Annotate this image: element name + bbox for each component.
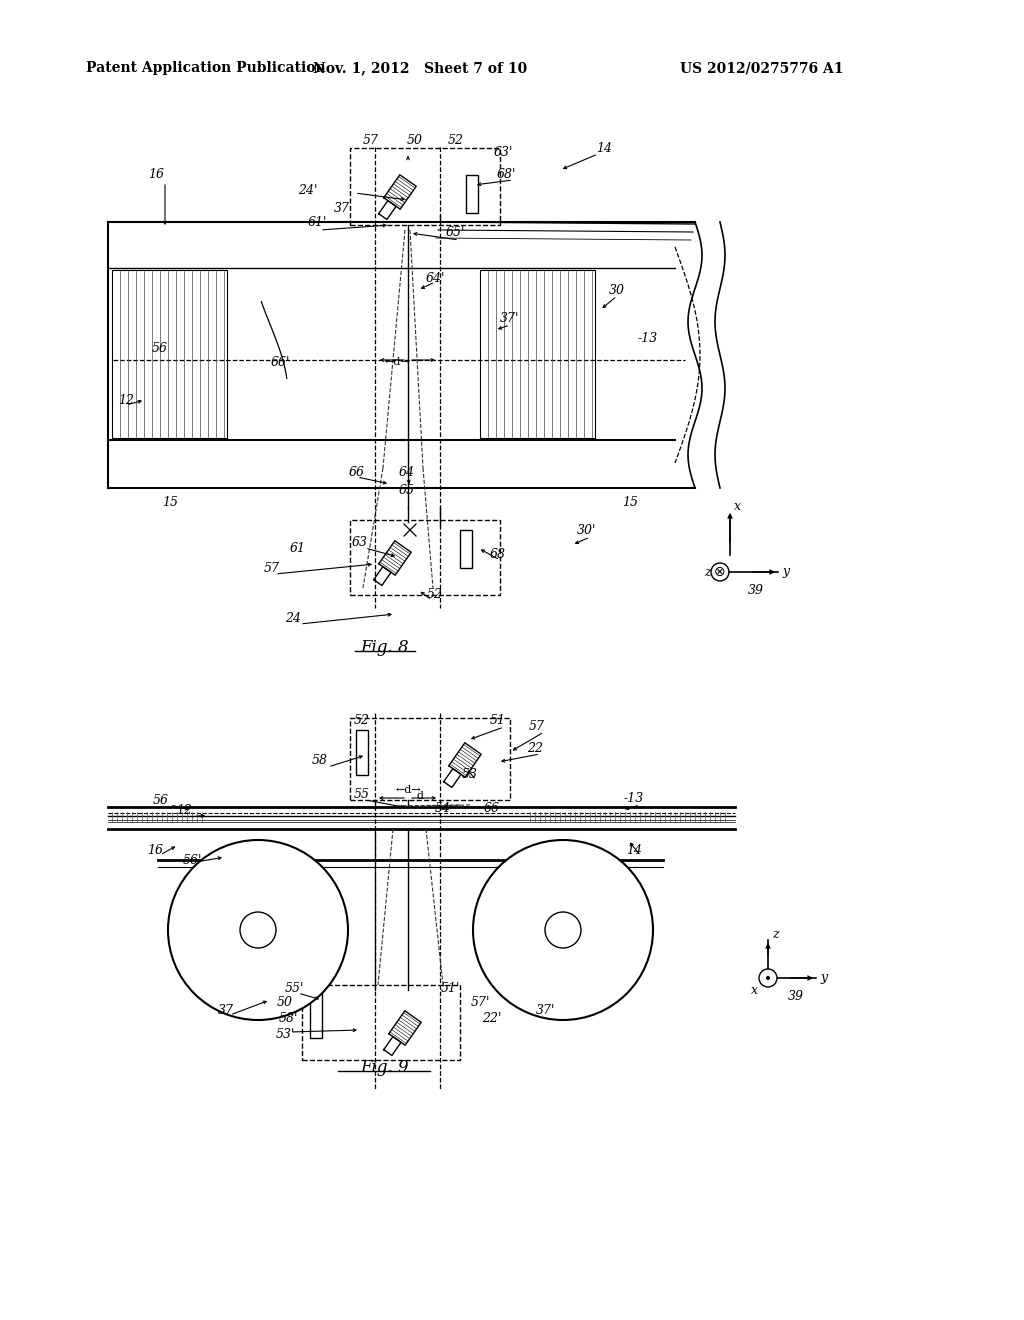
Text: 30: 30 xyxy=(609,284,625,297)
Circle shape xyxy=(766,975,770,979)
Text: Fig. 8: Fig. 8 xyxy=(360,639,410,656)
Text: 68: 68 xyxy=(490,549,506,561)
Text: 53: 53 xyxy=(462,768,478,781)
Text: 58': 58' xyxy=(279,1011,298,1024)
Text: 39: 39 xyxy=(788,990,804,1002)
Text: 16: 16 xyxy=(147,843,163,857)
Bar xyxy=(466,176,478,213)
Text: 16: 16 xyxy=(148,169,164,181)
Text: ←d→: ←d→ xyxy=(395,785,421,795)
Text: 64': 64' xyxy=(425,272,444,285)
Bar xyxy=(310,993,322,1038)
Text: 57: 57 xyxy=(362,133,379,147)
Text: 37': 37' xyxy=(537,1003,556,1016)
Text: d: d xyxy=(417,791,424,801)
Text: 56: 56 xyxy=(152,342,168,355)
Bar xyxy=(460,531,472,568)
Bar xyxy=(112,271,227,438)
Text: y: y xyxy=(820,972,827,985)
Text: 37: 37 xyxy=(334,202,350,214)
Text: 24: 24 xyxy=(285,611,301,624)
Text: 52: 52 xyxy=(427,589,443,602)
Text: 54: 54 xyxy=(435,801,451,814)
Bar xyxy=(350,718,510,800)
Text: 52: 52 xyxy=(354,714,370,726)
Text: -13: -13 xyxy=(638,331,658,345)
Text: 50: 50 xyxy=(278,997,293,1010)
Text: 51: 51 xyxy=(490,714,506,726)
Circle shape xyxy=(473,840,653,1020)
Text: 12: 12 xyxy=(118,393,134,407)
Text: 57: 57 xyxy=(529,719,545,733)
Bar xyxy=(302,985,460,1060)
Text: 52: 52 xyxy=(449,133,464,147)
Text: y: y xyxy=(782,565,790,578)
Text: 22: 22 xyxy=(527,742,543,755)
Circle shape xyxy=(168,840,348,1020)
Text: 14: 14 xyxy=(626,843,642,857)
Text: US 2012/0275776 A1: US 2012/0275776 A1 xyxy=(680,61,844,75)
Circle shape xyxy=(545,912,581,948)
Text: 55: 55 xyxy=(354,788,370,801)
Text: 57: 57 xyxy=(264,561,280,574)
Text: Nov. 1, 2012   Sheet 7 of 10: Nov. 1, 2012 Sheet 7 of 10 xyxy=(313,61,527,75)
Text: 56: 56 xyxy=(153,793,169,807)
Text: 55': 55' xyxy=(285,982,304,994)
Bar xyxy=(480,271,595,438)
Text: 30': 30' xyxy=(578,524,597,536)
Text: 39: 39 xyxy=(748,583,764,597)
Bar xyxy=(356,730,368,775)
Text: x: x xyxy=(733,499,740,512)
Text: -13: -13 xyxy=(624,792,644,804)
Text: 58: 58 xyxy=(312,754,328,767)
Text: 56': 56' xyxy=(182,854,202,866)
Circle shape xyxy=(240,912,276,948)
Text: 22': 22' xyxy=(482,1011,502,1024)
Bar xyxy=(350,520,500,595)
Text: 63': 63' xyxy=(494,147,513,160)
Circle shape xyxy=(759,969,777,987)
Bar xyxy=(350,148,500,224)
Text: Fig. 9: Fig. 9 xyxy=(360,1060,410,1077)
Text: 50: 50 xyxy=(407,133,423,147)
Text: 51': 51' xyxy=(440,982,460,994)
Text: x: x xyxy=(751,983,758,997)
Text: 61: 61 xyxy=(290,541,306,554)
Text: 15: 15 xyxy=(622,496,638,510)
Text: z: z xyxy=(772,928,778,941)
Text: 53': 53' xyxy=(275,1028,295,1041)
Text: z: z xyxy=(703,565,711,578)
Text: 37: 37 xyxy=(218,1003,234,1016)
Text: 63: 63 xyxy=(352,536,368,549)
Text: 66: 66 xyxy=(349,466,365,479)
Text: 37': 37' xyxy=(501,312,520,325)
Text: 61': 61' xyxy=(307,215,327,228)
Text: 65: 65 xyxy=(399,483,415,496)
Text: Patent Application Publication: Patent Application Publication xyxy=(86,61,326,75)
Text: 68': 68' xyxy=(497,169,516,181)
Text: 66: 66 xyxy=(484,801,500,814)
Text: 12: 12 xyxy=(176,804,193,817)
Text: 24': 24' xyxy=(298,183,317,197)
Text: 57': 57' xyxy=(470,997,489,1010)
Text: 66': 66' xyxy=(270,355,290,368)
Text: ⊗: ⊗ xyxy=(714,565,726,579)
Text: 64: 64 xyxy=(399,466,415,479)
Text: 65': 65' xyxy=(445,226,465,239)
Text: 15: 15 xyxy=(162,496,178,510)
Text: 14: 14 xyxy=(596,141,612,154)
Text: ←d→: ←d→ xyxy=(384,356,410,367)
